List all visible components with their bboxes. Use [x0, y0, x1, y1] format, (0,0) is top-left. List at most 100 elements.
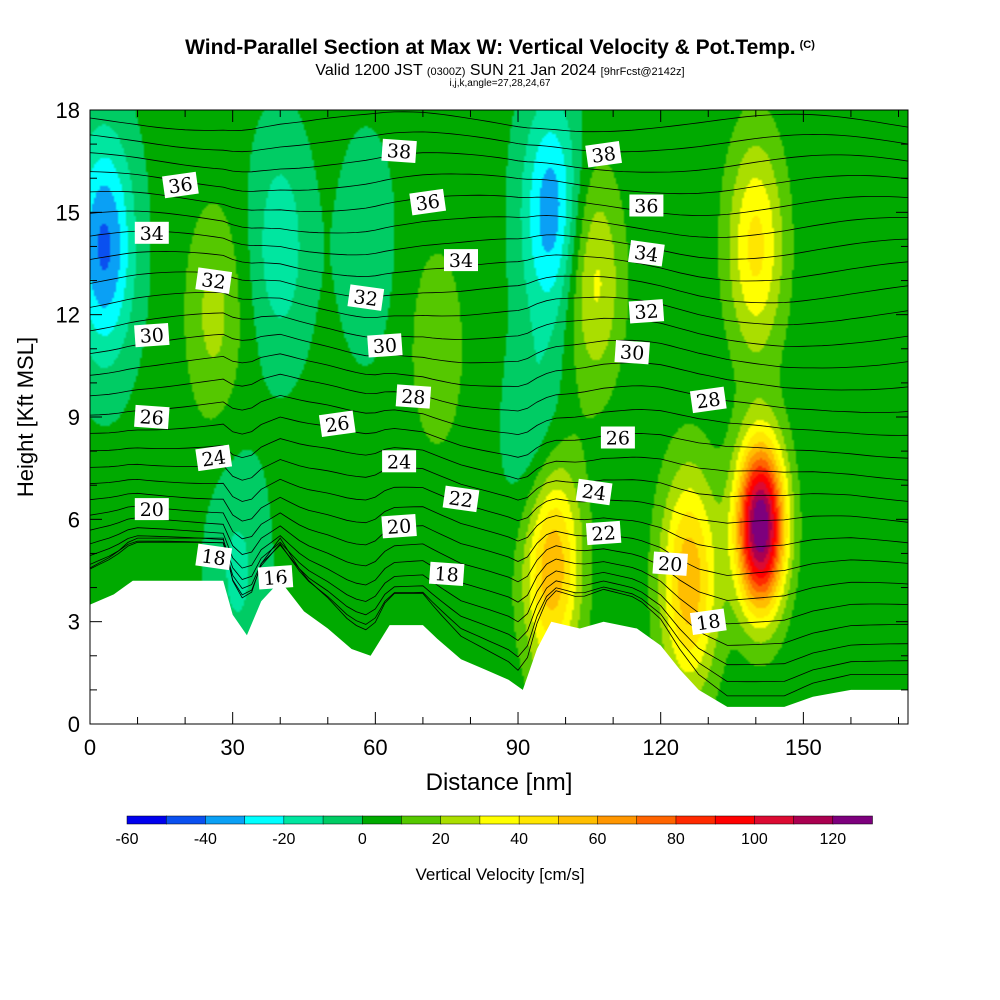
isentrope-label-box: [689, 608, 727, 635]
isentrope-label-box: [689, 386, 727, 414]
isentrope-line: [90, 250, 908, 282]
isentrope-label: 26: [318, 410, 356, 438]
isentrope-label-box: [628, 299, 665, 324]
colorbar-tick-label: 40: [510, 831, 528, 848]
colorbar-swatch: [283, 815, 324, 825]
isentrope-label-box: [257, 565, 294, 590]
isentrope-label: 30: [614, 340, 650, 365]
isentrope-label: 38: [381, 138, 417, 164]
isentrope-label-box: [585, 141, 622, 168]
isentrope-label-text: 36: [167, 173, 194, 198]
isentrope-line: [90, 152, 908, 173]
isentrope-label-box: [318, 410, 356, 438]
isentrope-label: 18: [689, 608, 727, 635]
isentrope-label-box: [628, 240, 665, 267]
isentrope-label: 20: [381, 514, 417, 539]
colorbar-swatch: [793, 815, 834, 825]
isentrope-line: [90, 210, 908, 238]
isentrope-label-text: 34: [140, 223, 164, 245]
colorbar-swatch: [714, 815, 756, 825]
x-tick-label: 150: [785, 735, 822, 760]
isentrope-label-box: [409, 188, 447, 216]
isentrope-label: 20: [652, 551, 688, 577]
isentrope-line: [90, 394, 908, 436]
isentrope-label: 20: [134, 498, 169, 521]
isentrope-label-box: [442, 485, 480, 513]
colorbar-swatch: [205, 815, 246, 825]
isentrope-label-box: [600, 426, 635, 449]
isentrope-label-box: [195, 543, 233, 571]
isentrope-line: [90, 171, 908, 195]
colorbar-swatch: [597, 815, 638, 825]
isentrope-label-text: 28: [695, 388, 722, 413]
isentrope-label-box: [629, 194, 664, 217]
isentrope-label-text: 34: [449, 250, 473, 272]
isentrope-label-box: [367, 333, 403, 358]
y-tick-label: 15: [56, 200, 80, 225]
isentrope-label-box: [575, 478, 613, 506]
colorbar-swatch: [440, 815, 481, 825]
isentrope-label: 26: [134, 404, 170, 430]
isentrope-line: [90, 478, 908, 524]
isentrope-label-text: 38: [386, 140, 412, 164]
isentrope-line: [90, 191, 908, 217]
isentrope-label-text: 30: [619, 341, 645, 365]
isentrope-label-text: 36: [414, 191, 441, 216]
isentrope-label-box: [381, 138, 417, 164]
isentrope-label-box: [382, 450, 417, 473]
isentrope-label-text: 24: [387, 451, 411, 473]
isentrope-label-text: 20: [386, 515, 412, 539]
x-tick-label: 30: [220, 735, 244, 760]
isentrope-label-text: 32: [634, 300, 660, 324]
isentrope-label: 34: [134, 221, 169, 245]
isentrope-line: [90, 131, 908, 153]
colorbar-swatch: [126, 815, 167, 825]
isentrope-label: 18: [195, 543, 233, 571]
colorbar-swatch: [479, 815, 520, 825]
colorbar-swatch: [636, 815, 677, 825]
isentrope-label-text: 22: [591, 522, 617, 546]
isentrope-label-box: [614, 340, 650, 365]
valid-utc: (0300Z): [426, 66, 466, 78]
y-axis-label: Height [Kft MSL]: [13, 337, 38, 497]
copyright-mark: (C): [799, 39, 815, 51]
isentrope-label-box: [134, 404, 170, 430]
colorbar-swatch: [322, 815, 364, 825]
colorbar-swatch: [244, 815, 285, 825]
isentrope-label: 24: [382, 450, 417, 473]
colorbar-swatch: [754, 815, 795, 825]
isentrope-label: 36: [629, 194, 664, 218]
isentrope-label: 32: [195, 267, 233, 294]
isentrope-label: 34: [628, 240, 665, 267]
isentrope-label: 26: [600, 426, 635, 450]
isentrope-label: 30: [134, 322, 170, 348]
isentrope-line: [90, 527, 908, 625]
valid-date: SUN 21 Jan 2024: [469, 62, 597, 79]
isentrope-label-box: [195, 267, 233, 294]
isentrope-label-text: 32: [352, 286, 379, 311]
y-tick-label: 6: [68, 507, 80, 532]
isentrope-line: [90, 459, 908, 502]
colorbar-tick-label: 80: [667, 831, 685, 848]
y-tick-label: 12: [56, 303, 80, 328]
isentrope-label-text: 20: [657, 553, 683, 577]
isentrope-label-text: 26: [324, 412, 351, 437]
y-tick-label: 9: [68, 405, 80, 430]
isentrope-label: 32: [628, 299, 665, 324]
colorbar-swatch: [558, 815, 599, 825]
isentrope-labels: 3634323026242018163836343230282624222018…: [134, 138, 727, 635]
isentrope-label: 18: [428, 561, 465, 587]
isentrope-label-text: 34: [633, 242, 660, 267]
colorbar-tick-label: 120: [819, 831, 846, 848]
isentrope-label-text: 38: [590, 143, 617, 168]
isentrope-line: [90, 292, 908, 326]
isentrope-line: [90, 505, 908, 576]
isentrope-line: [90, 111, 908, 133]
isentrope-line: [90, 517, 908, 601]
isentrope-label-text: 18: [200, 545, 227, 570]
colorbar-swatch: [362, 815, 403, 825]
colorbar-swatch: [165, 815, 207, 825]
isentrope-label-box: [162, 171, 199, 199]
terrain: [90, 580, 908, 724]
